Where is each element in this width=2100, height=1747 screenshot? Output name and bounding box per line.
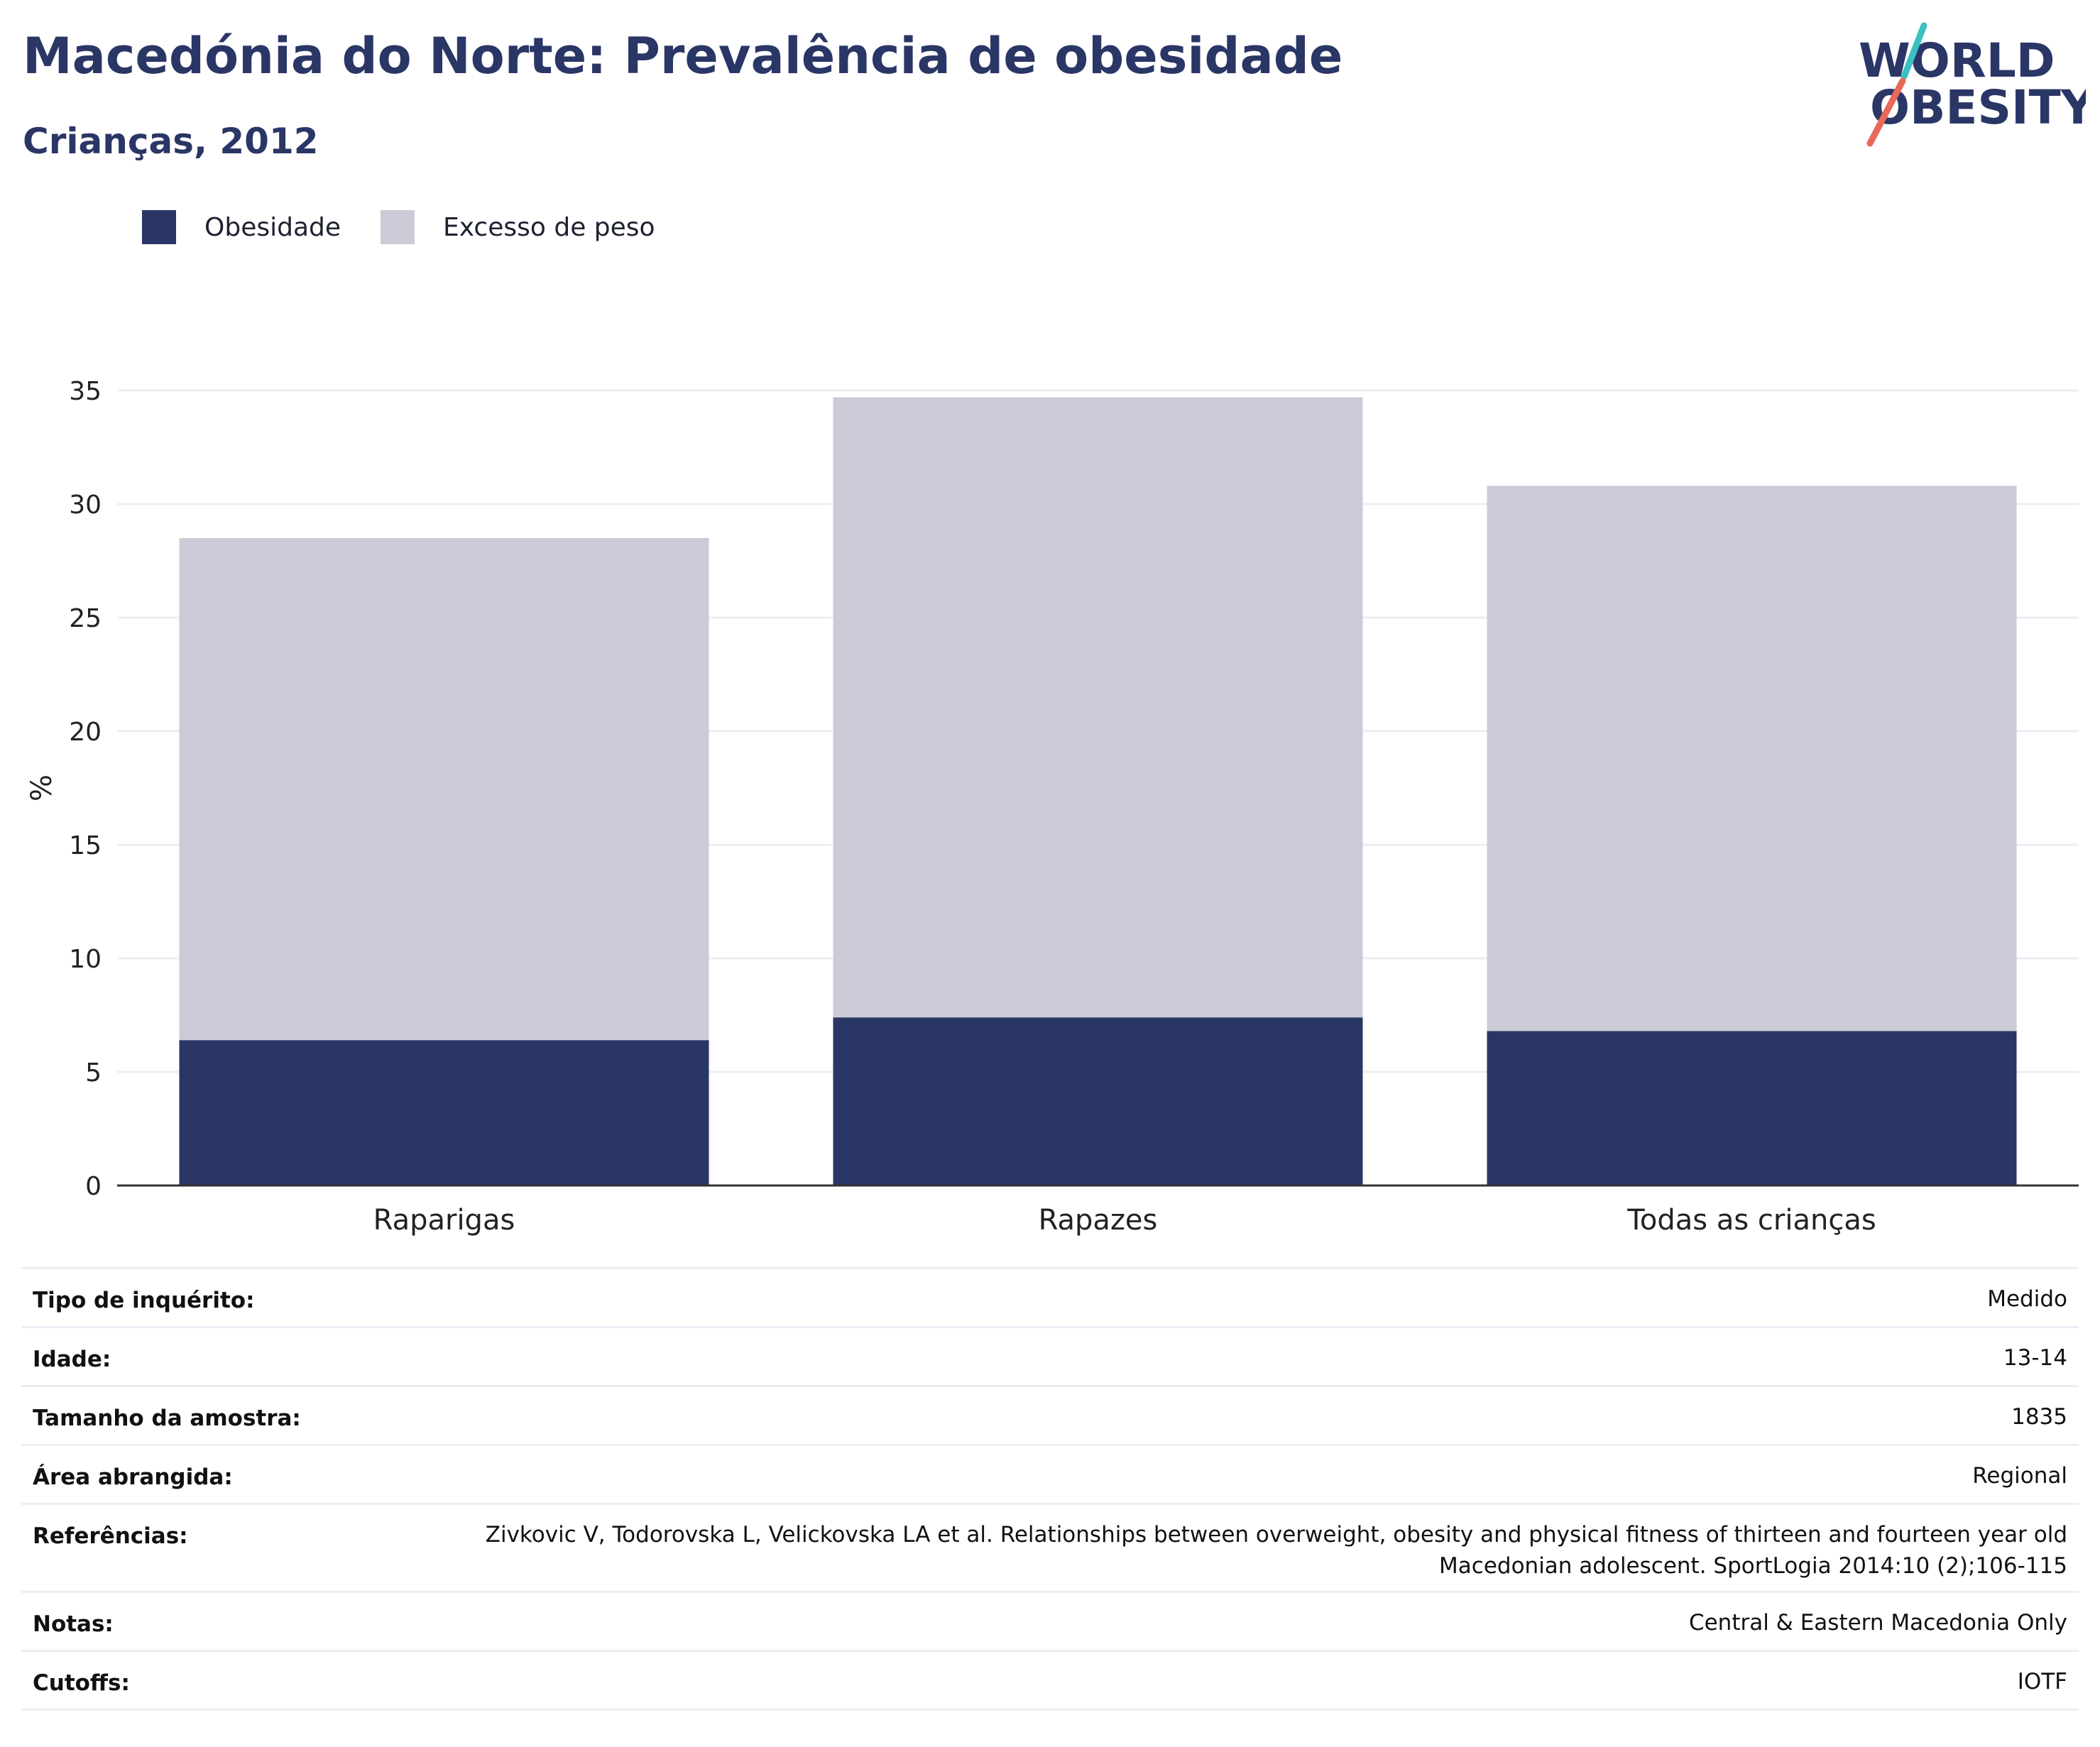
bar-overweight: [1487, 486, 2017, 1031]
x-tick-label: Raparigas: [373, 1204, 515, 1237]
table-row: Cutoffs: IOTF: [21, 1652, 2079, 1711]
legend-swatch-overweight: [381, 210, 415, 244]
notes-value: Central & Eastern Macedonia Only: [1688, 1610, 2067, 1636]
survey-type-value: Medido: [1987, 1286, 2067, 1312]
y-tick-label: 0: [85, 1172, 102, 1201]
chart-subtitle: Crianças, 2012: [23, 121, 319, 162]
y-tick-label: 35: [69, 377, 102, 406]
area-covered-label: Área abrangida:: [33, 1464, 233, 1490]
survey-type-label: Tipo de inquérito:: [33, 1288, 255, 1313]
logo-word-obesity: OBESITY: [1870, 80, 2086, 135]
y-tick-label: 15: [69, 831, 102, 860]
y-tick-label: 5: [85, 1058, 102, 1088]
x-tick-label: Todas as crianças: [1626, 1204, 1876, 1237]
y-tick-label: 10: [69, 945, 102, 974]
sample-size-label: Tamanho da amostra:: [33, 1406, 301, 1431]
table-row: Área abrangida: Regional: [21, 1446, 2079, 1505]
cutoffs-label: Cutoffs:: [33, 1670, 130, 1696]
y-tick-label: 20: [69, 718, 102, 747]
world-obesity-logo: WORLD OBESITY: [1859, 22, 2086, 147]
table-row: Referências: Zivkovic V, Todorovska L, V…: [21, 1505, 2079, 1593]
bar-obesity: [179, 1040, 709, 1185]
bar-overweight: [179, 538, 709, 1041]
survey-details-table: Tipo de inquérito: Medido Idade: 13-14 T…: [21, 1267, 2079, 1711]
table-row: Idade: 13-14: [21, 1328, 2079, 1387]
bar-overweight: [833, 397, 1363, 1018]
logo-slash-coral: [1866, 77, 1906, 147]
age-value: 13-14: [2003, 1345, 2067, 1371]
legend-item-overweight: Excesso de peso: [381, 210, 655, 244]
table-row: Tamanho da amostra: 1835: [21, 1387, 2079, 1446]
area-covered-value: Regional: [1972, 1463, 2067, 1489]
stacked-bar-chart: 0 5 10 15 20 25 30 35% Raparigas Rapazes Todas as …: [26, 377, 2079, 1237]
legend-item-obesity: Obesidade: [142, 210, 341, 244]
sample-size-value: 1835: [2011, 1404, 2067, 1430]
legend-label-obesity: Obesidade: [204, 212, 341, 242]
references-value: Zivkovic V, Todorovska L, Velickovska LA…: [485, 1522, 2067, 1579]
y-tick-label: 30: [69, 491, 102, 520]
bar-obesity: [833, 1017, 1363, 1185]
table-row: Notas: Central & Eastern Macedonia Only: [21, 1593, 2079, 1652]
logo-word-world: WORLD: [1859, 33, 2055, 88]
table-row: Tipo de inquérito: Medido: [21, 1269, 2079, 1328]
bar-obesity: [1487, 1031, 2017, 1185]
chart-legend: Obesidade Excesso de peso: [142, 210, 695, 244]
age-label: Idade:: [33, 1347, 111, 1372]
chart-title: Macedónia do Norte: Prevalência de obesi…: [23, 27, 1343, 85]
x-tick-label: Rapazes: [1039, 1204, 1158, 1237]
y-axis-label: %: [26, 774, 58, 801]
notes-label: Notas:: [33, 1611, 114, 1637]
logo-slash-teal: [1901, 22, 1927, 80]
cutoffs-value: IOTF: [2017, 1669, 2067, 1694]
legend-swatch-obesity: [142, 210, 176, 244]
legend-label-overweight: Excesso de peso: [443, 212, 655, 242]
references-label: Referências:: [33, 1523, 188, 1549]
y-tick-label: 25: [69, 604, 102, 633]
